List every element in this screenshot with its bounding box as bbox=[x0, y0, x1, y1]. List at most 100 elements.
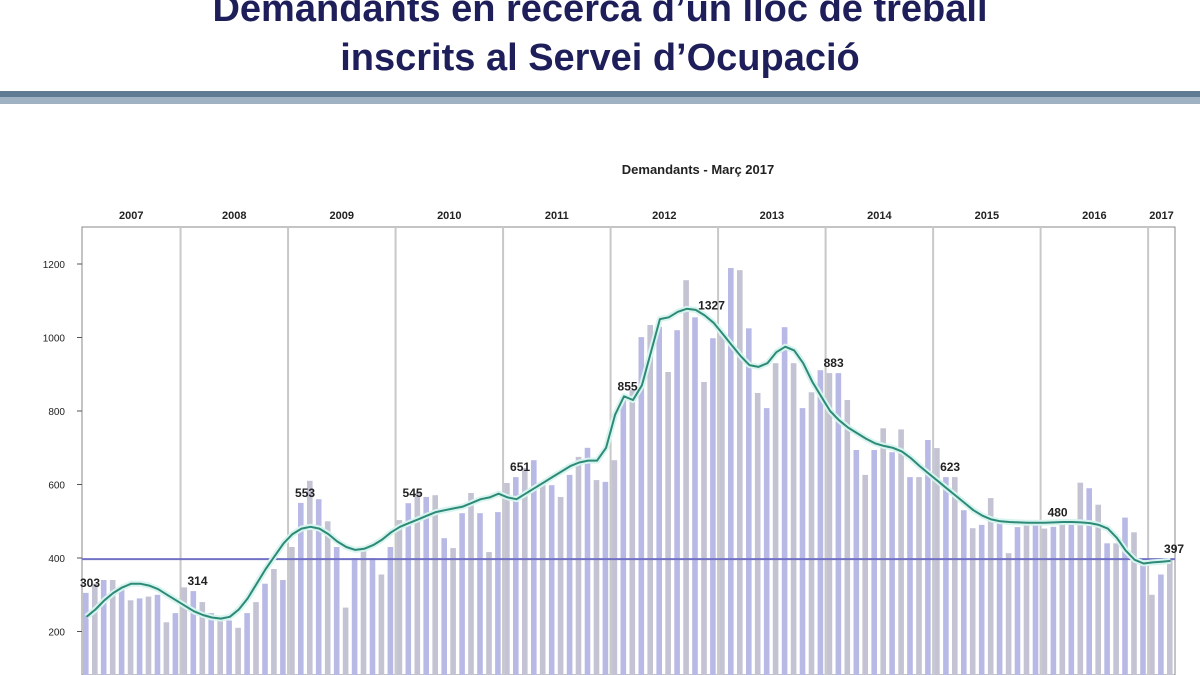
bar bbox=[566, 474, 573, 675]
year-label: 2007 bbox=[119, 210, 144, 222]
bar bbox=[405, 503, 412, 675]
bar bbox=[109, 580, 116, 675]
bar bbox=[1014, 527, 1021, 675]
data-label: 623 bbox=[940, 460, 960, 474]
bar bbox=[92, 583, 98, 675]
bar bbox=[315, 499, 322, 675]
bar bbox=[396, 520, 403, 675]
bar bbox=[1068, 521, 1075, 675]
bar bbox=[799, 408, 806, 675]
bar bbox=[969, 528, 976, 675]
bar bbox=[477, 513, 483, 675]
bar bbox=[925, 440, 931, 675]
bar bbox=[217, 616, 223, 675]
bar bbox=[351, 558, 358, 675]
bar bbox=[638, 337, 645, 675]
bar bbox=[280, 580, 286, 675]
bar bbox=[898, 429, 904, 675]
bar bbox=[548, 485, 555, 675]
bar bbox=[1050, 526, 1057, 675]
year-label: 2011 bbox=[544, 210, 569, 222]
bar bbox=[1077, 482, 1084, 675]
bar bbox=[1005, 553, 1012, 675]
bar bbox=[127, 600, 134, 675]
year-label: 2014 bbox=[867, 210, 892, 222]
bar bbox=[737, 270, 743, 675]
bar bbox=[163, 622, 170, 675]
bar bbox=[754, 393, 761, 675]
trend-line bbox=[85, 307, 1171, 620]
bar bbox=[584, 447, 591, 675]
bar bbox=[772, 363, 779, 675]
bar bbox=[934, 448, 940, 675]
year-label: 2009 bbox=[329, 210, 355, 222]
bar bbox=[826, 373, 833, 675]
bar bbox=[719, 335, 725, 675]
bar bbox=[871, 450, 877, 675]
bar bbox=[253, 602, 259, 675]
bar bbox=[790, 363, 797, 675]
bar bbox=[844, 400, 851, 675]
bar bbox=[154, 594, 161, 675]
bar bbox=[880, 428, 886, 675]
bar bbox=[763, 408, 770, 675]
bar bbox=[414, 493, 421, 675]
bar bbox=[1158, 574, 1164, 675]
bar bbox=[342, 607, 349, 675]
data-label: 480 bbox=[1048, 505, 1068, 519]
bar bbox=[943, 477, 949, 675]
bar bbox=[513, 477, 519, 675]
bar bbox=[324, 521, 331, 675]
year-label: 2015 bbox=[974, 210, 1000, 222]
data-label: 553 bbox=[295, 486, 315, 500]
bar bbox=[656, 326, 662, 675]
bar bbox=[387, 547, 394, 675]
bar bbox=[602, 481, 609, 675]
bar bbox=[522, 468, 528, 675]
bar bbox=[1122, 517, 1128, 675]
bar bbox=[916, 477, 922, 675]
bar bbox=[360, 550, 367, 675]
bar bbox=[459, 513, 465, 675]
bar bbox=[629, 390, 636, 675]
year-label: 2010 bbox=[437, 210, 462, 222]
y-tick-label: 1200 bbox=[43, 260, 66, 271]
bar bbox=[298, 502, 304, 675]
header-divider-light bbox=[0, 97, 1200, 104]
bar bbox=[83, 592, 89, 675]
bar bbox=[307, 480, 313, 675]
data-label: 651 bbox=[510, 460, 530, 474]
bar bbox=[504, 483, 510, 675]
bar bbox=[961, 510, 967, 675]
bar bbox=[1032, 524, 1039, 675]
bar bbox=[1059, 524, 1066, 675]
bar bbox=[1086, 488, 1092, 675]
bar bbox=[145, 596, 152, 675]
bar bbox=[889, 452, 895, 675]
bar bbox=[952, 477, 958, 675]
bar bbox=[199, 602, 206, 675]
bar bbox=[701, 382, 707, 675]
bar bbox=[172, 613, 179, 675]
bar bbox=[746, 328, 752, 675]
bar bbox=[1131, 532, 1137, 675]
bar bbox=[441, 538, 447, 675]
bar bbox=[853, 450, 860, 675]
bar bbox=[262, 583, 268, 675]
y-tick-label: 600 bbox=[48, 481, 65, 492]
bar bbox=[369, 558, 376, 675]
bar bbox=[575, 456, 582, 675]
bar bbox=[486, 552, 492, 675]
year-label: 2017 bbox=[1149, 210, 1174, 222]
bar bbox=[1113, 543, 1119, 675]
y-tick-label: 800 bbox=[48, 407, 65, 418]
year-label: 2013 bbox=[759, 210, 785, 222]
bar bbox=[1095, 504, 1101, 675]
bar bbox=[468, 493, 474, 675]
bar bbox=[665, 372, 671, 675]
bar bbox=[996, 520, 1003, 675]
page-title-line-2: inscrits al Servei d’Ocupació bbox=[340, 37, 860, 79]
bar bbox=[226, 620, 232, 675]
bar bbox=[1149, 594, 1155, 675]
